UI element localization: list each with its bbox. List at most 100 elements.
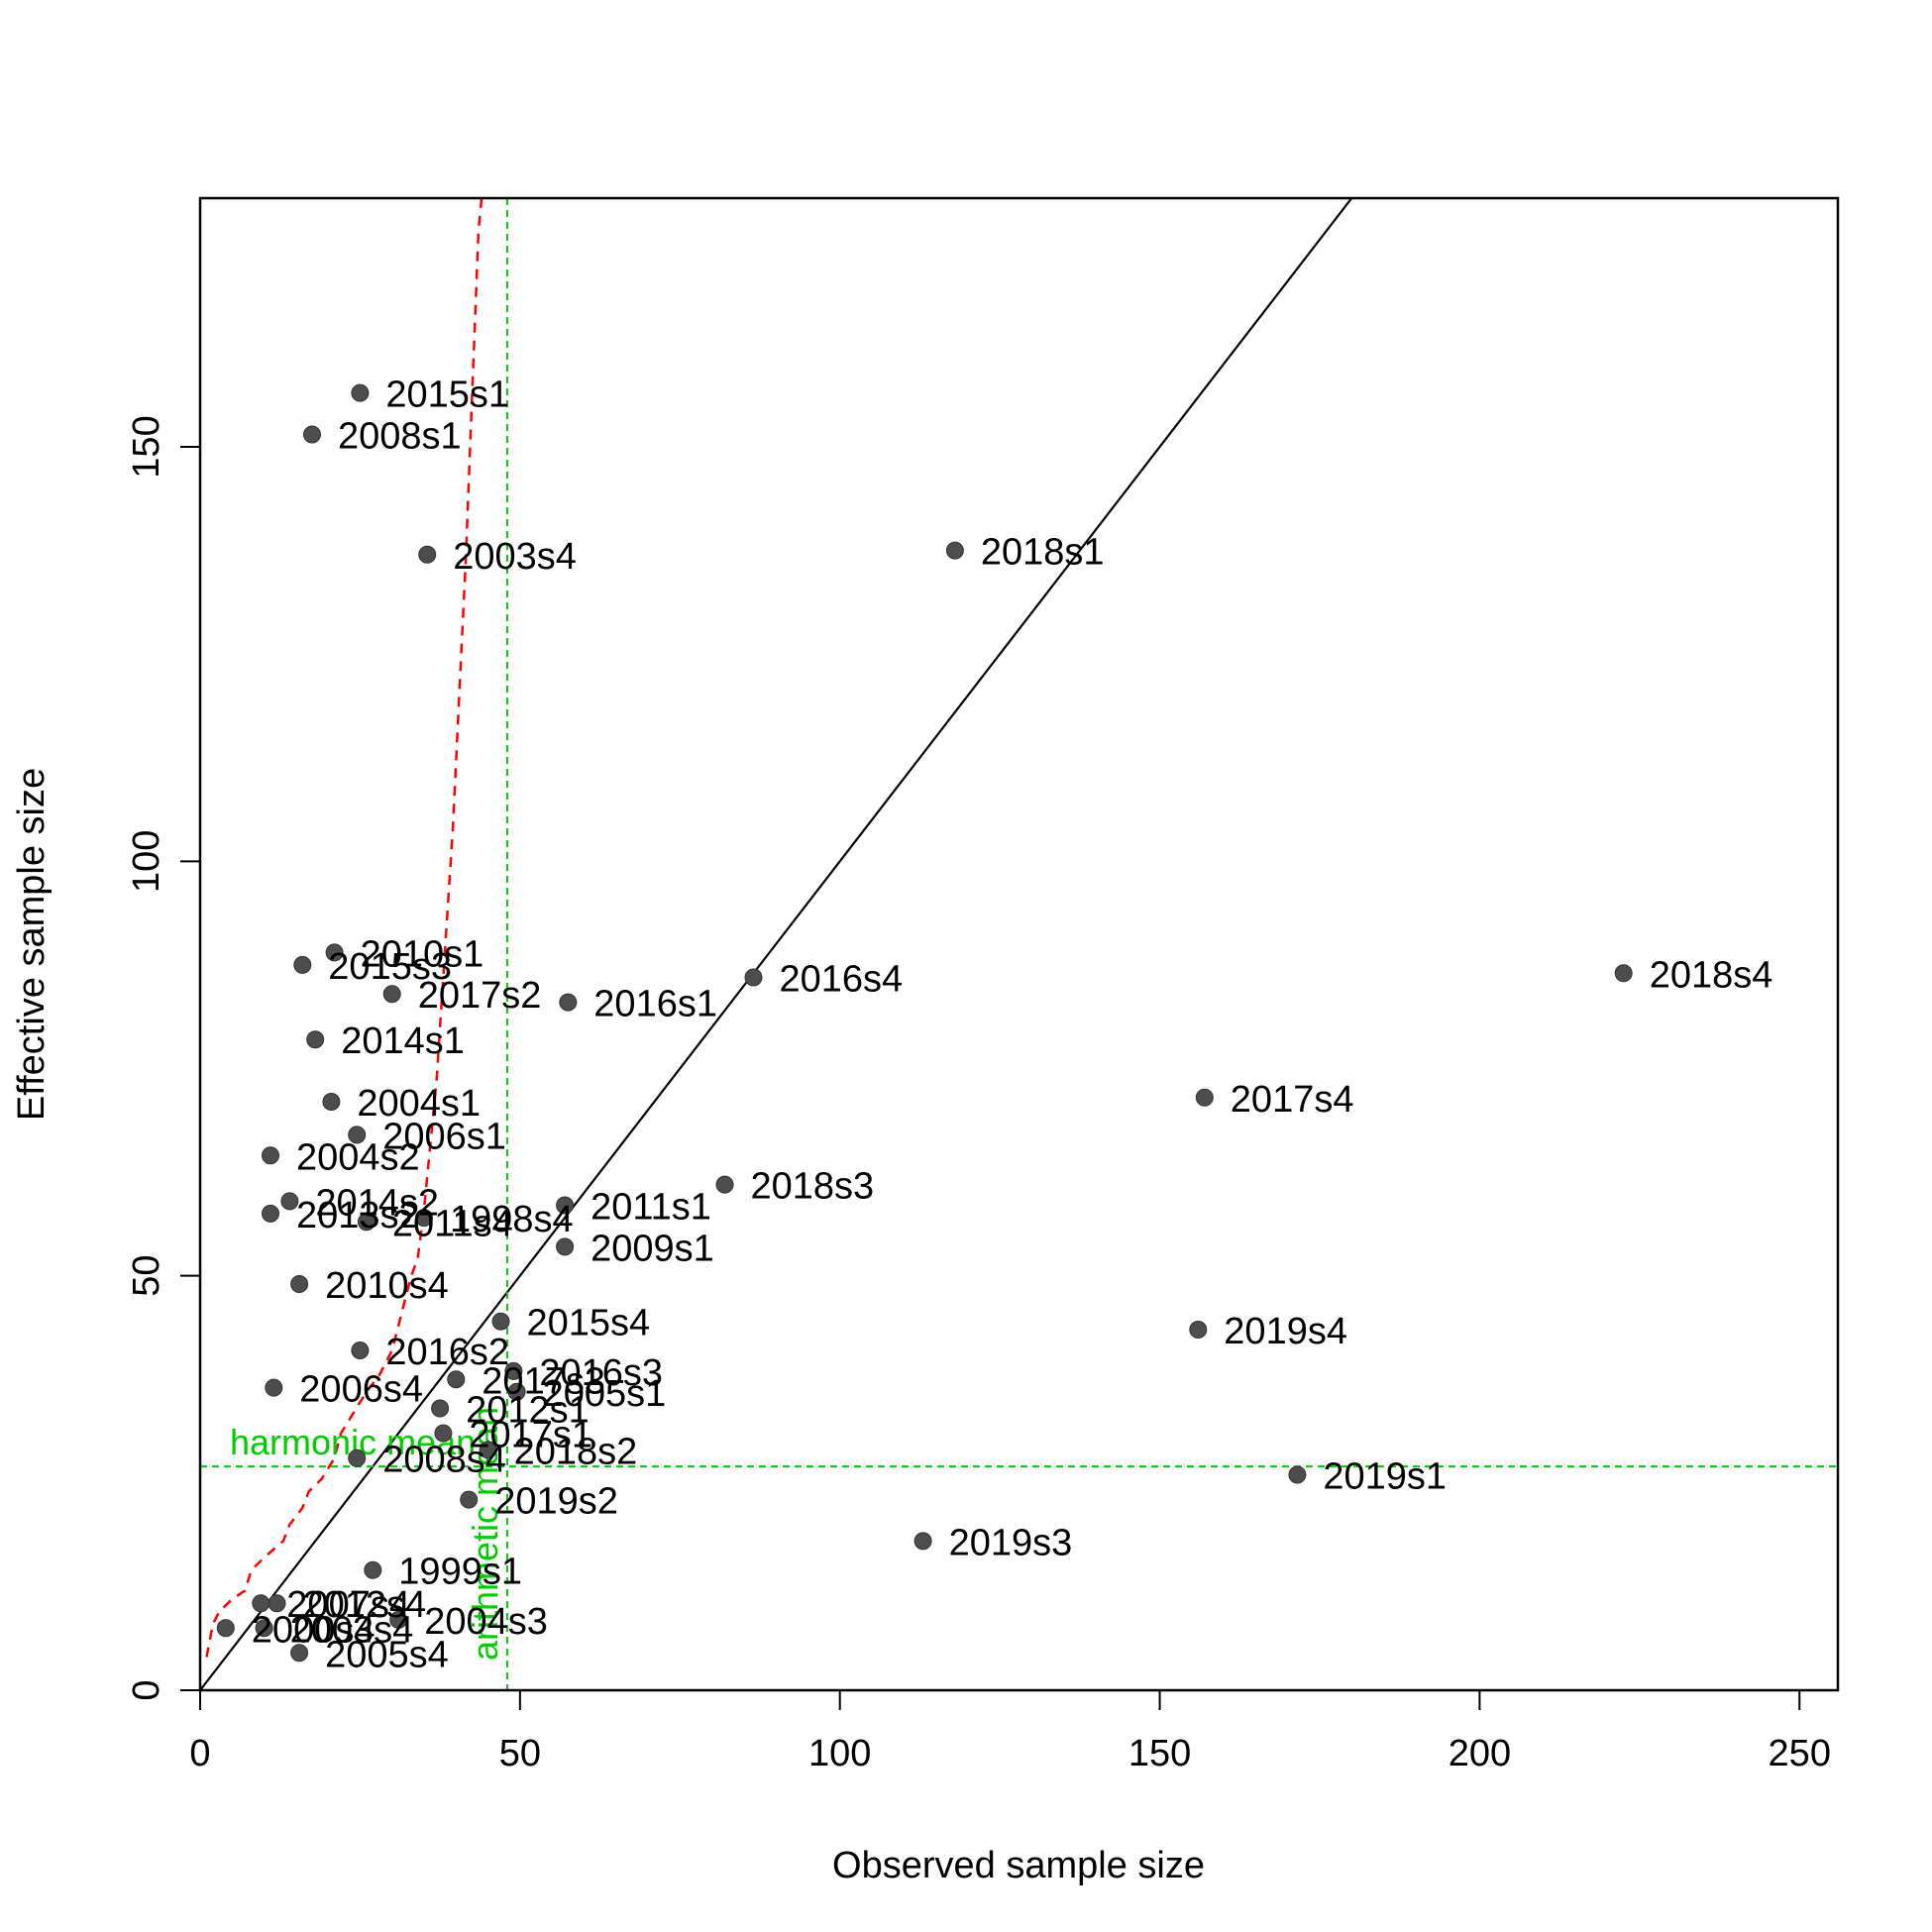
point-label: 2008s1 xyxy=(338,416,462,458)
point-label: 2016s2 xyxy=(385,1332,509,1373)
data-point xyxy=(744,968,763,987)
point-label: 2017s1 xyxy=(469,1415,592,1456)
x-tick-label: 100 xyxy=(808,1733,871,1774)
point-label: 2017s4 xyxy=(1231,1079,1354,1121)
data-point xyxy=(715,1175,734,1194)
data-point xyxy=(357,1213,376,1232)
point-label: 2005s1 xyxy=(543,1373,667,1415)
point-label: 2015s1 xyxy=(385,375,509,416)
data-point xyxy=(265,1378,283,1397)
point-label: 2012s4 xyxy=(303,1584,427,1626)
data-point xyxy=(293,955,312,974)
y-axis-title: Effective sample size xyxy=(11,768,53,1121)
point-label: 2004s1 xyxy=(357,1083,481,1125)
point-label: 2005s4 xyxy=(325,1634,449,1675)
dashed-curve xyxy=(205,198,483,1658)
data-point xyxy=(913,1532,932,1551)
data-point xyxy=(290,1275,309,1293)
data-point xyxy=(1189,1321,1208,1339)
data-point xyxy=(556,1196,575,1215)
point-label: 2010s4 xyxy=(325,1265,449,1307)
point-label: 2011s4 xyxy=(392,1203,513,1244)
point-label: 2016s3 xyxy=(539,1352,663,1394)
data-point xyxy=(559,993,578,1012)
x-tick-label: 50 xyxy=(499,1733,541,1774)
data-point xyxy=(252,1594,270,1613)
y-axis: 0 50 100 150 xyxy=(126,415,201,1701)
point-label: 2019s1 xyxy=(1323,1456,1447,1498)
point-label: 2006s1 xyxy=(382,1116,506,1157)
data-point xyxy=(415,1209,433,1228)
y-tick-label: 150 xyxy=(126,415,167,478)
data-point xyxy=(556,1237,575,1256)
point-label: 2006s4 xyxy=(299,1369,423,1411)
points-layer xyxy=(216,383,1633,1663)
data-point xyxy=(1288,1465,1307,1484)
data-point xyxy=(460,1490,479,1509)
point-label: 2017s2 xyxy=(418,975,542,1017)
point-label: 1999s1 xyxy=(398,1552,522,1593)
point-label: 2011s1 xyxy=(590,1187,711,1229)
data-point xyxy=(945,541,964,560)
x-tick-label: 150 xyxy=(1128,1733,1191,1774)
y-tick-label: 50 xyxy=(126,1255,167,1297)
point-label: 2003s4 xyxy=(290,1609,414,1651)
x-tick-label: 0 xyxy=(189,1733,210,1774)
point-label: 2008s4 xyxy=(382,1440,506,1481)
data-point xyxy=(262,1146,279,1165)
data-point xyxy=(290,1644,309,1663)
point-label: 2015s4 xyxy=(527,1303,651,1344)
data-point xyxy=(389,1610,408,1629)
point-label: 2000s4 xyxy=(252,1609,376,1651)
point-label: 2010s1 xyxy=(361,933,484,975)
data-point xyxy=(491,1312,510,1331)
data-point xyxy=(504,1361,523,1380)
point-label: 2016s1 xyxy=(593,984,717,1025)
point-label: 2007s4 xyxy=(286,1584,410,1626)
data-point xyxy=(382,985,401,1004)
data-point xyxy=(255,1619,273,1638)
point-label: 2012s1 xyxy=(466,1390,590,1432)
data-point xyxy=(447,1370,466,1389)
point-label: 2014s1 xyxy=(341,1020,465,1062)
data-point xyxy=(325,943,344,962)
point-label: 2016s4 xyxy=(780,959,904,1001)
point-label: 2019s3 xyxy=(949,1522,1073,1563)
data-point xyxy=(262,1204,279,1223)
data-point xyxy=(348,1449,367,1467)
data-point xyxy=(303,425,321,444)
point-label: 2015s3 xyxy=(328,946,452,988)
data-point xyxy=(434,1424,453,1443)
data-point xyxy=(322,1093,341,1111)
point-label: 2009s1 xyxy=(590,1228,714,1269)
point-label: 2017s3 xyxy=(482,1360,605,1402)
x-axis-title: Observed sample size xyxy=(832,1845,1205,1886)
data-point xyxy=(306,1030,325,1049)
point-label: 1998s4 xyxy=(450,1199,574,1240)
point-label: 2019s4 xyxy=(1224,1311,1347,1352)
data-point xyxy=(1195,1088,1214,1107)
point-label: 2018s2 xyxy=(514,1431,638,1472)
data-point xyxy=(479,1441,497,1459)
dashed-curve-layer xyxy=(205,198,483,1658)
data-point xyxy=(216,1619,235,1638)
data-point xyxy=(348,1126,367,1144)
data-point xyxy=(418,545,437,564)
data-point xyxy=(431,1399,450,1418)
y-tick-label: 0 xyxy=(126,1679,167,1700)
x-axis: 0 50 100 150 200 250 xyxy=(189,1689,1831,1774)
identity-line xyxy=(200,198,1353,1690)
data-point xyxy=(1614,964,1633,983)
point-label: 2004s2 xyxy=(296,1136,420,1178)
data-point xyxy=(364,1560,382,1579)
point-label: 2013s2 xyxy=(296,1195,420,1236)
data-point xyxy=(351,383,370,402)
identity-line-layer xyxy=(200,198,1353,1690)
point-label: 2019s2 xyxy=(494,1481,618,1523)
point-label: 2014s2 xyxy=(315,1182,439,1224)
data-point xyxy=(507,1382,526,1401)
x-tick-label: 200 xyxy=(1449,1733,1511,1774)
point-label: 2003s4 xyxy=(453,536,577,578)
